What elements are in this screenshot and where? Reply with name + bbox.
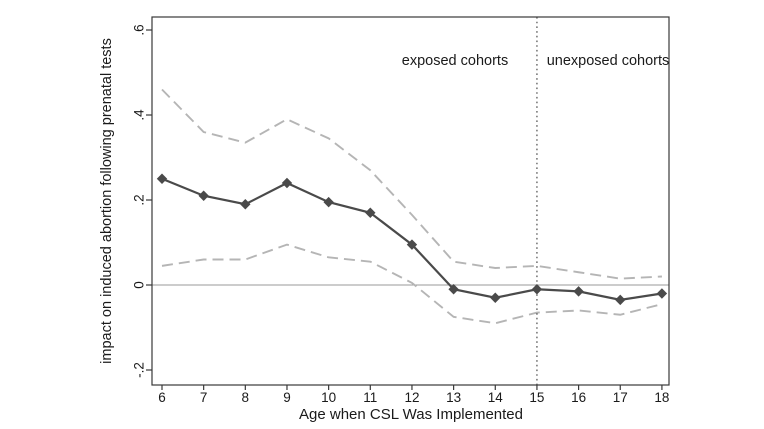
- y-tick-label: 0: [132, 281, 147, 289]
- data-point-marker: [531, 284, 543, 295]
- annotation-unexposed-cohorts: unexposed cohorts: [546, 53, 670, 69]
- data-point-marker: [490, 292, 501, 303]
- x-axis-title: Age when CSL Was Implemented: [299, 406, 523, 423]
- data-point-marker: [240, 199, 251, 210]
- y-tick-label: .2: [132, 194, 147, 205]
- data-point-marker: [656, 288, 668, 299]
- x-tick-label: 8: [242, 390, 250, 405]
- x-tick-label: 12: [404, 390, 419, 405]
- x-tick-label: 13: [446, 390, 461, 405]
- y-axis-title: impact on induced abortion following pre…: [99, 38, 115, 364]
- plot-box-border: [151, 16, 670, 386]
- y-tick-label: -.2: [132, 362, 147, 378]
- y-tick-label: .6: [132, 24, 147, 35]
- data-point-marker: [615, 294, 626, 306]
- lower-confidence-band-line: [161, 243, 663, 325]
- data-point-marker: [281, 177, 293, 189]
- x-tick-label: 10: [321, 390, 336, 405]
- data-point-marker: [573, 286, 584, 297]
- x-tick-label: 18: [654, 390, 669, 405]
- point-estimate-line: [161, 177, 663, 301]
- x-tick-label: 16: [571, 390, 586, 405]
- data-point-marker: [365, 207, 376, 218]
- data-point-marker: [198, 190, 209, 201]
- x-tick-label: 6: [158, 390, 166, 405]
- annotation-exposed-cohorts: exposed cohorts: [401, 53, 509, 69]
- x-tick-label: 11: [363, 390, 377, 405]
- x-tick-label: 14: [488, 390, 504, 405]
- x-tick-label: 9: [283, 390, 291, 405]
- data-point-marker: [406, 239, 418, 250]
- y-tick-label: .4: [132, 109, 147, 121]
- x-tick-label: 15: [529, 390, 544, 405]
- upper-confidence-band-line: [161, 88, 662, 280]
- x-tick-label: 7: [200, 390, 208, 405]
- data-point-marker: [323, 196, 334, 208]
- data-point-marker: [448, 284, 459, 295]
- x-tick-label: 17: [613, 390, 628, 405]
- data-point-marker: [156, 173, 168, 184]
